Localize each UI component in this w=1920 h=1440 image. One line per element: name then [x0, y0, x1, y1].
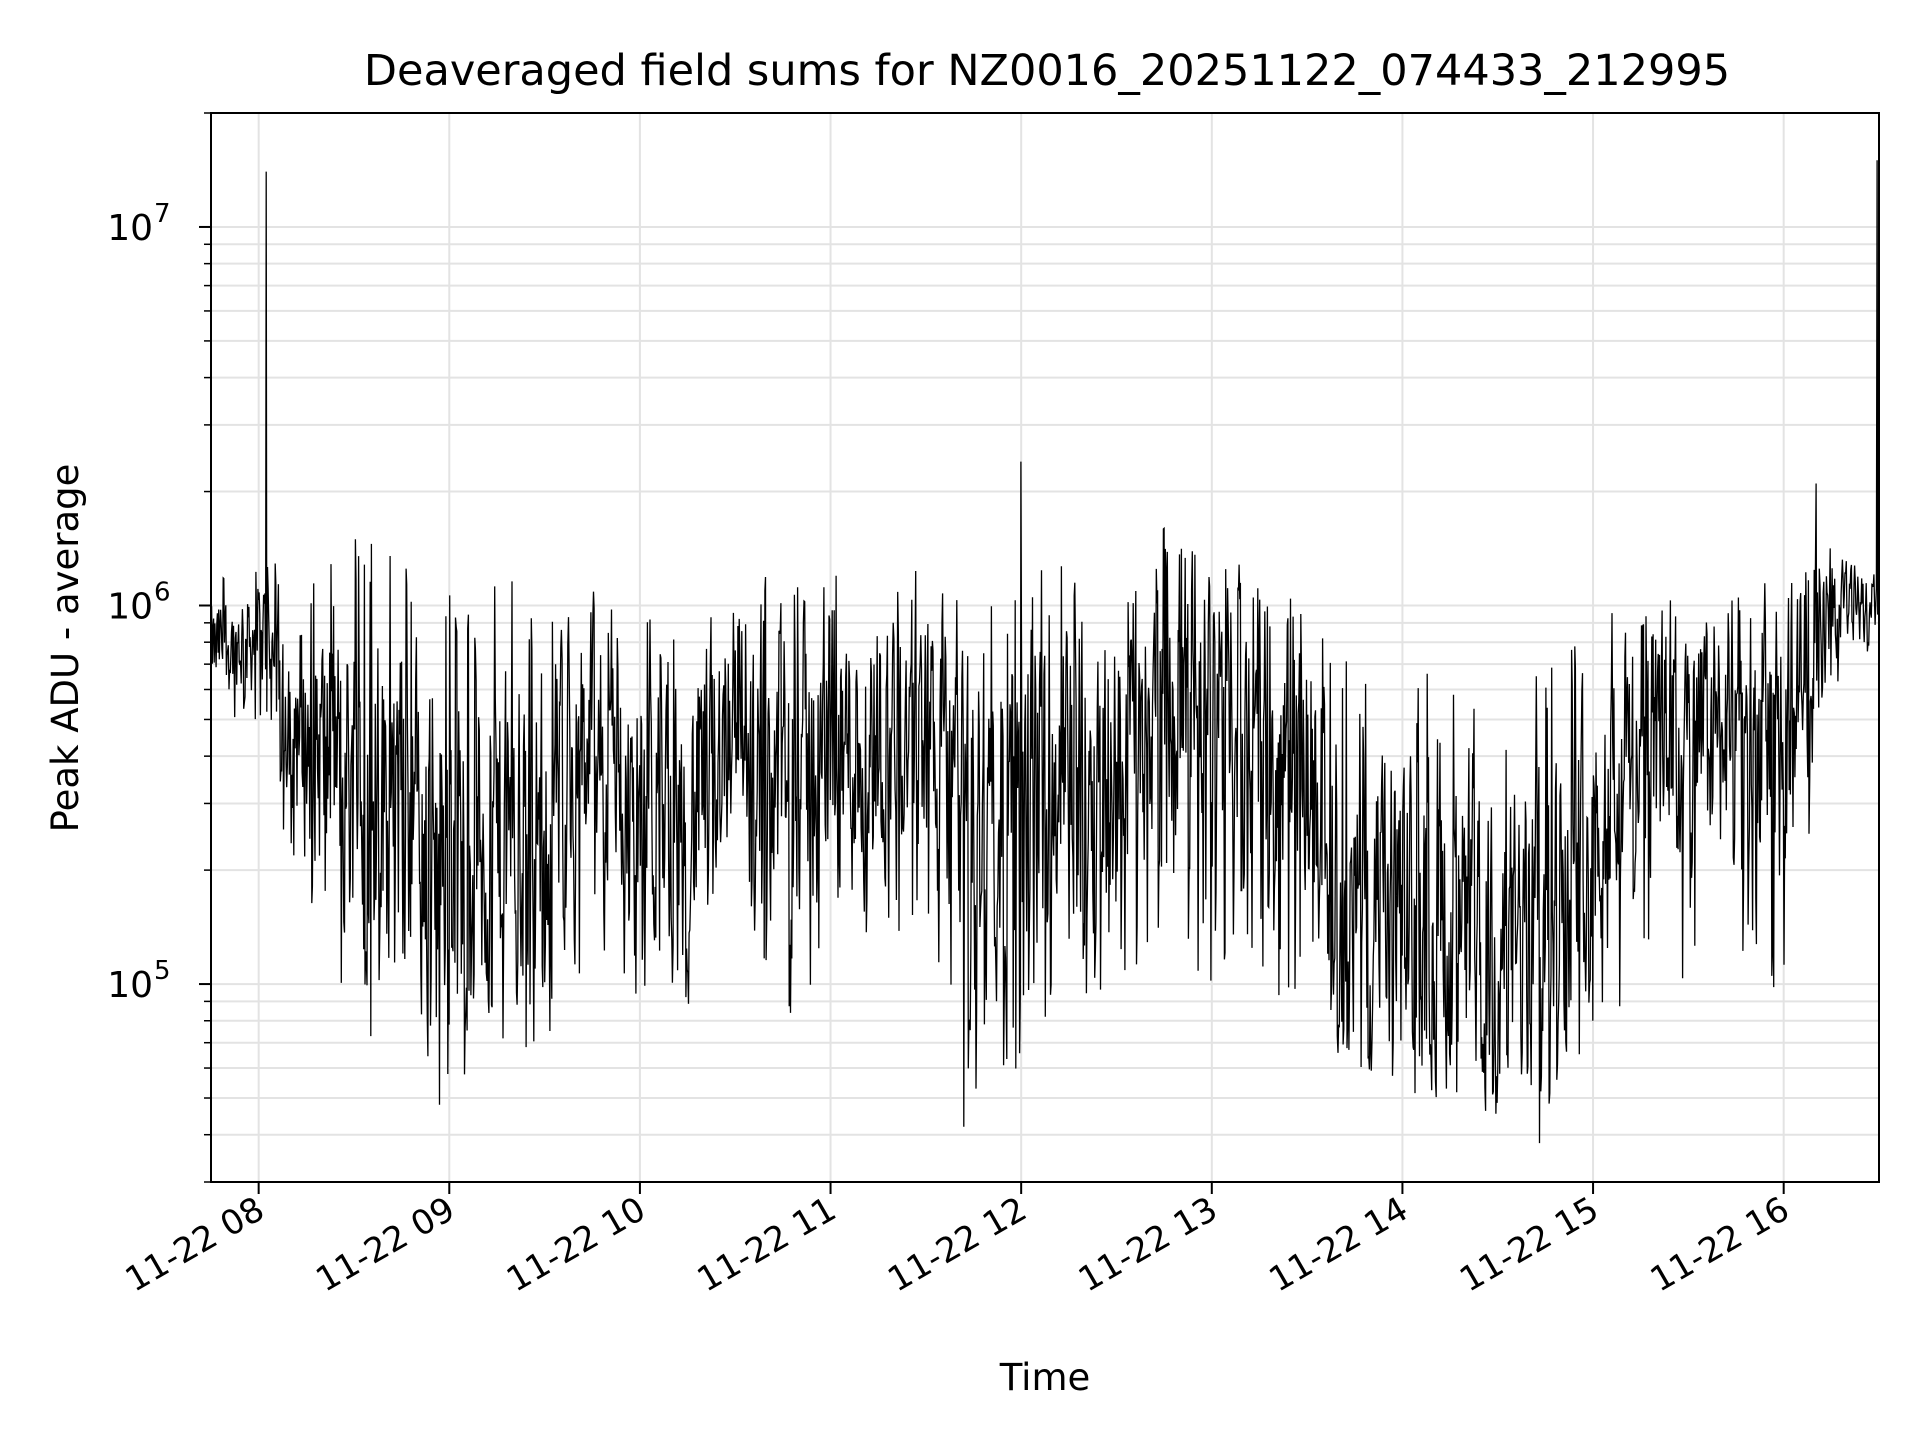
y-tick-label: 10 [107, 965, 153, 1006]
y-tick-exponent: 5 [154, 956, 171, 986]
series-path [210, 160, 1880, 1144]
y-tick-exponent: 7 [154, 199, 171, 229]
series-line [210, 160, 1880, 1144]
plot-frame [210, 112, 1880, 1183]
chart-title: Deaveraged field sums for NZ0016_2025112… [364, 46, 1730, 96]
y-axis-label: Peak ADU - average [44, 464, 87, 833]
x-axis-label: Time [999, 1356, 1091, 1399]
y-tick-exponent: 6 [154, 578, 171, 608]
y-tick-label: 10 [107, 208, 153, 249]
y-tick-label: 10 [107, 587, 153, 628]
